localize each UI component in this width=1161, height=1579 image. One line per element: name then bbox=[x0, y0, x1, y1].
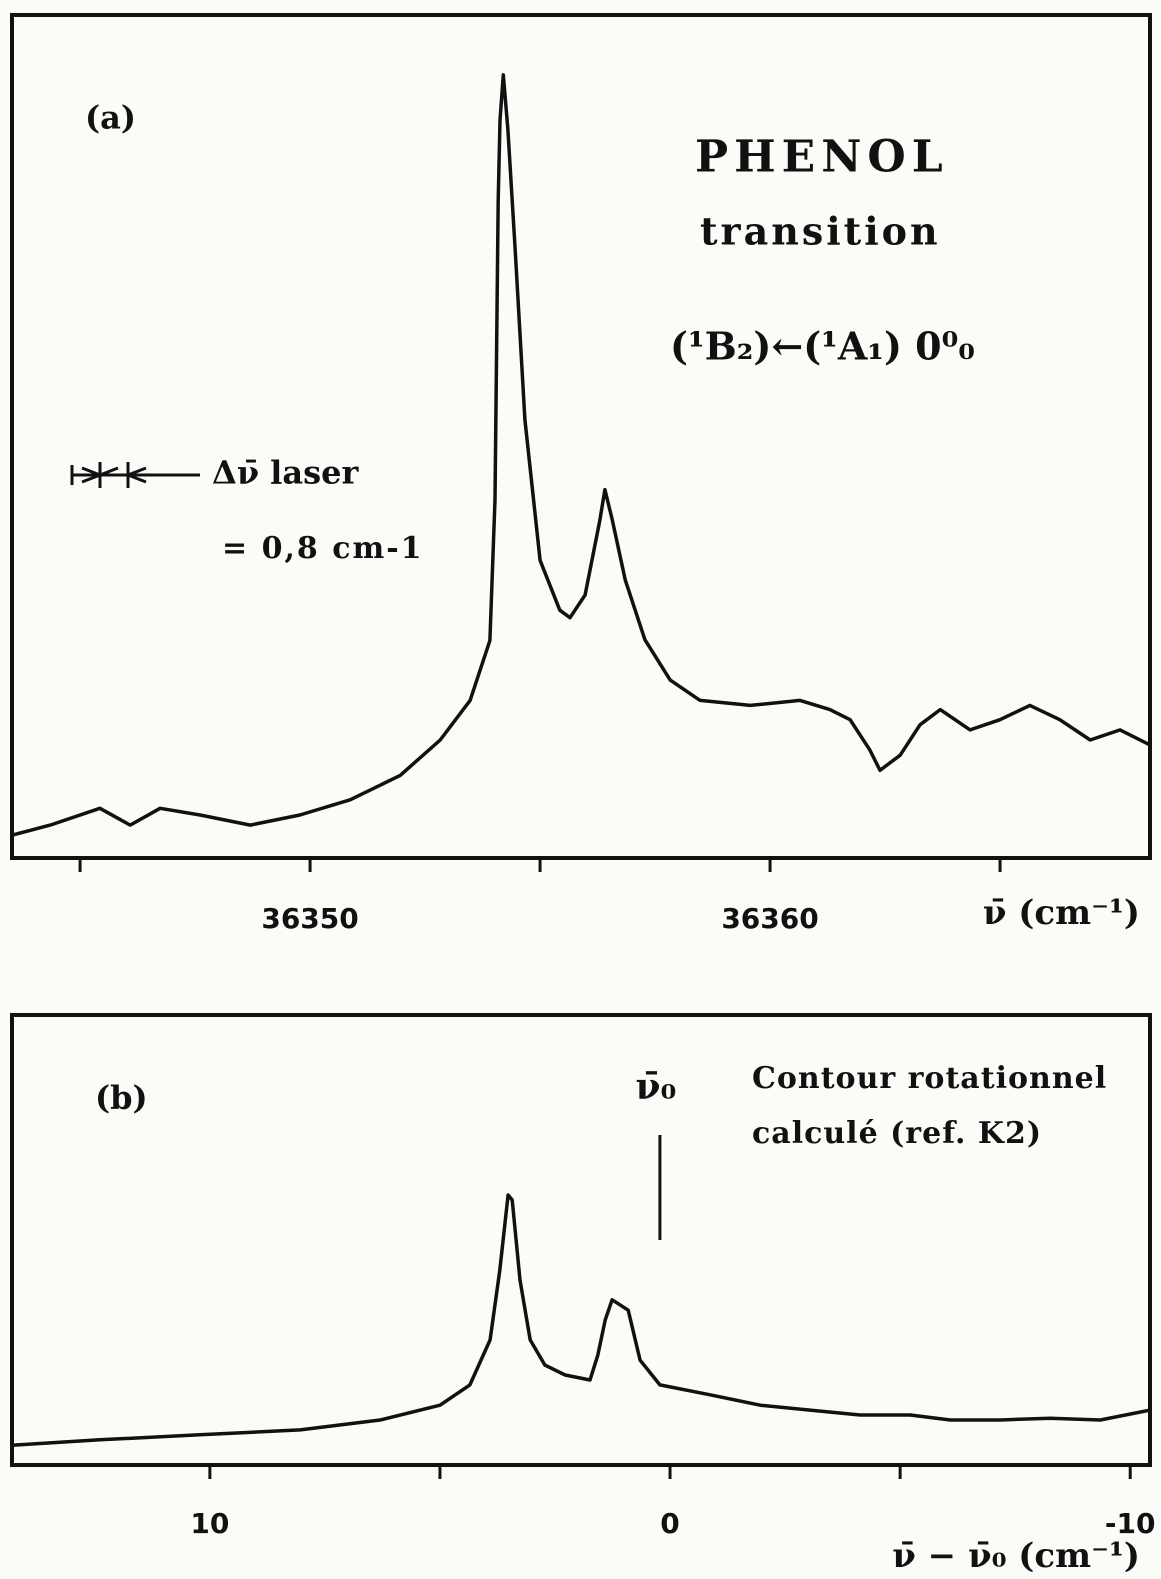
x-axis-label: ν̄ (cm⁻¹) bbox=[983, 893, 1140, 933]
plot-frame bbox=[10, 1013, 1152, 1467]
laser-width-marks bbox=[70, 462, 147, 488]
annotation: transition bbox=[700, 209, 941, 254]
panel-label: (b) bbox=[95, 1079, 148, 1117]
x-tick-label: 36360 bbox=[721, 902, 818, 935]
panel-label: (a) bbox=[85, 99, 136, 137]
annotation: Contour rotationnel bbox=[752, 1061, 1107, 1096]
x-tick-label: 36350 bbox=[261, 902, 358, 935]
x-axis-label: ν̄ − ν̄₀ (cm⁻¹) bbox=[892, 1536, 1140, 1576]
x-tick-label: 0 bbox=[660, 1507, 679, 1540]
reference-label: ν̄₀ bbox=[636, 1066, 677, 1108]
plot-frame bbox=[10, 13, 1152, 860]
x-tick-label: -10 bbox=[1105, 1507, 1156, 1540]
spectrum-line bbox=[11, 1193, 1151, 1447]
annotation: (¹B₂)←(¹A₁) 0⁰₀ bbox=[670, 324, 975, 369]
spectrum-line bbox=[11, 73, 1151, 837]
annotation: = 0,8 cm-1 bbox=[222, 531, 424, 566]
annotation: PHENOL bbox=[695, 132, 949, 183]
annotation: calculé (ref. K2) bbox=[752, 1116, 1042, 1151]
x-tick-label: 10 bbox=[190, 1507, 229, 1540]
annotation: Δν̄ laser bbox=[212, 454, 359, 492]
